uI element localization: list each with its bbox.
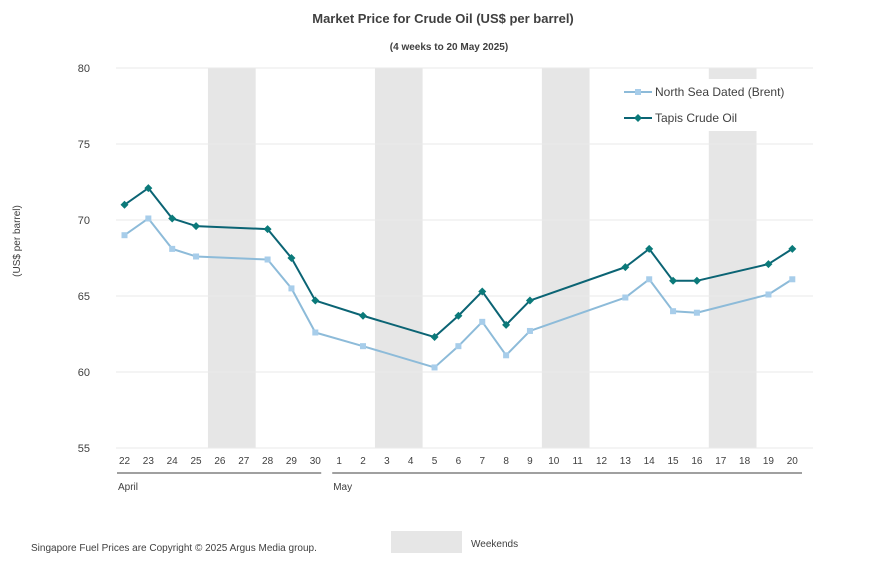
point-tapis-7 [359,311,367,320]
x-tick-label-8: 30 [310,456,322,467]
chart-subtitle: (4 weeks to 20 May 2025) [390,42,508,53]
point-brent-2 [169,245,176,252]
point-brent-3 [193,253,200,260]
point-tapis-13 [621,263,630,272]
legend: North Sea Dated (Brent) Tapis Crude Oil [616,79,796,131]
y-tick-label-70: 70 [78,215,90,227]
x-tick-label-18: 10 [548,456,560,467]
x-tick-label-19: 11 [572,456,583,467]
chart-title: Market Price for Crude Oil (US$ per barr… [312,11,574,26]
x-tick-label-4: 26 [214,456,226,467]
weekend-band-3 [708,68,757,448]
weekend-band-1 [374,68,423,448]
point-brent-0 [121,232,128,239]
point-tapis-2 [168,214,177,223]
point-brent-4 [264,256,271,263]
x-tick-label-26: 18 [739,456,751,467]
y-tick-label-80: 80 [78,63,90,75]
point-tapis-8 [430,333,439,342]
point-brent-14 [646,276,653,283]
point-tapis-14 [645,244,654,253]
x-tick-label-22: 14 [644,456,656,467]
point-brent-13 [622,294,629,301]
weekend-band-2 [541,68,590,448]
series [120,184,797,371]
point-tapis-11 [502,320,511,329]
point-brent-7 [360,343,366,350]
x-tick-label-25: 17 [715,456,727,467]
weekend-bands [207,68,757,448]
point-brent-16 [693,309,700,316]
point-brent-6 [312,329,319,336]
x-tick-label-24: 16 [691,456,703,467]
x-tick-label-10: 2 [360,456,366,467]
y-axis-ticks: 55 60 65 70 75 80 [78,63,90,455]
y-tick-label-60: 60 [78,367,90,379]
x-tick-label-16: 8 [503,456,509,467]
legend-label-brent: North Sea Dated (Brent) [655,85,784,99]
point-tapis-4 [263,225,272,234]
x-tick-label-20: 12 [596,456,608,467]
point-brent-9 [455,343,462,350]
y-axis-label: (US$ per barrel) [12,205,23,277]
legend-marker-brent [635,89,641,95]
point-tapis-9 [454,311,463,320]
point-brent-11 [503,352,510,359]
point-brent-12 [526,327,533,334]
point-tapis-17 [764,260,773,269]
point-brent-1 [145,215,152,222]
y-tick-label-55: 55 [78,443,90,455]
x-tick-label-2: 24 [167,456,179,467]
month-label-may: May [333,482,352,493]
point-tapis-3 [192,222,201,231]
x-tick-label-7: 29 [286,456,298,467]
y-tick-label-65: 65 [78,291,90,303]
point-brent-5 [288,285,295,292]
gridlines [116,67,813,449]
point-tapis-15 [669,276,678,285]
x-tick-label-21: 13 [620,456,632,467]
point-tapis-16 [692,276,701,285]
x-tick-label-11: 3 [384,456,390,467]
point-tapis-10 [478,287,487,296]
x-tick-label-3: 25 [190,456,202,467]
footer-copyright: Singapore Fuel Prices are Copyright © 20… [31,543,317,554]
x-tick-label-28: 20 [787,456,799,467]
point-tapis-5 [287,254,296,262]
x-axis: 22 23 24 25 26 27 28 29 30 1 2 3 4 5 6 7 8 9 10 11 12 13 14 15 1… [117,456,802,493]
x-tick-label-0: 22 [119,456,131,467]
x-tick-label-23: 15 [667,456,679,467]
x-tick-label-17: 9 [527,456,533,467]
y-tick-label-75: 75 [78,139,90,151]
x-tick-label-6: 28 [262,456,274,467]
point-brent-10 [479,318,486,325]
month-label-april: April [118,482,138,493]
point-tapis-12 [525,296,534,305]
weekend-legend-swatch [391,531,462,553]
point-brent-18 [789,276,796,283]
point-tapis-6 [311,296,320,305]
legend-label-tapis: Tapis Crude Oil [655,111,737,125]
point-tapis-18 [788,244,797,253]
x-tick-label-14: 6 [456,456,462,467]
x-tick-label-9: 1 [336,456,342,467]
point-tapis-0 [120,200,129,209]
x-tick-label-15: 7 [479,456,485,467]
x-tick-label-13: 5 [432,456,438,467]
legend-marker-tapis [634,114,642,122]
x-tick-label-12: 4 [408,456,414,467]
x-tick-label-5: 27 [238,456,250,467]
point-brent-15 [670,308,677,315]
weekend-legend-label: Weekends [471,539,518,550]
legend-background [616,79,796,131]
x-tick-label-1: 23 [143,456,155,467]
point-tapis-1 [144,184,153,193]
x-tick-label-27: 19 [763,456,775,467]
point-brent-8 [431,364,438,371]
point-brent-17 [765,291,772,298]
